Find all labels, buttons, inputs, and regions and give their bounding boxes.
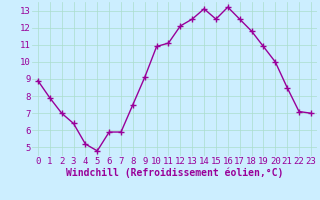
X-axis label: Windchill (Refroidissement éolien,°C): Windchill (Refroidissement éolien,°C) — [66, 168, 283, 178]
